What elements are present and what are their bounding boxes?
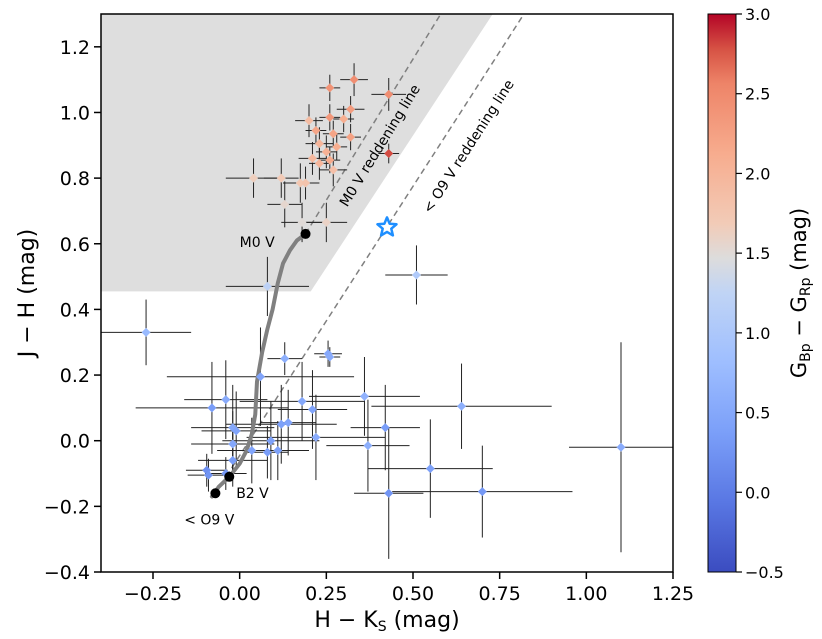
data-point [266,436,276,446]
data-point [221,395,231,405]
y-tick-label: 0.2 [60,365,90,387]
data-point [280,354,290,364]
data-point [411,270,421,280]
reference-point [224,471,235,482]
data-point [332,142,342,152]
data-point [328,165,338,175]
data-point [380,423,390,433]
data-point [346,132,356,142]
x-tick-label: 0.75 [479,583,521,605]
data-point [314,158,324,168]
data-point [247,446,257,456]
highlighted-source-star [376,216,398,237]
y-tick-label: 0.0 [60,431,90,453]
y-axis-label: J − H (mag) [15,229,40,360]
data-point [616,442,626,452]
data-point [283,418,293,428]
data-point [231,426,241,436]
excluded-region [101,14,493,292]
reddening-line-1 [214,14,525,494]
colorbar-tick-label: 0.0 [745,483,770,502]
data-point [363,441,373,451]
y-tick-label: 0.6 [60,234,90,256]
reddening-line-0 [304,14,442,235]
data-point [249,173,259,183]
y-tick-label: 0.8 [60,168,90,190]
data-point [255,372,265,382]
data-point [207,403,217,413]
data-point [325,112,335,122]
data-point [228,439,238,449]
main-sequence-track [209,231,308,499]
data-point [384,149,394,158]
y-tick-label: 1.2 [60,37,90,59]
o9v-point-label: < O9 V [184,512,235,528]
data-point [425,464,435,474]
data-point [311,432,321,442]
colorbar-tick-label: 2.5 [745,85,770,104]
x-tick-label: 1.25 [652,583,694,605]
y-tick-label: 0.4 [60,299,90,321]
colorbar-tick-label: 1.5 [745,244,770,263]
data-point [297,217,307,227]
data-point [280,199,290,209]
colorbar [707,13,737,573]
data-point [307,405,317,415]
data-point [262,447,272,457]
data-point [477,487,487,497]
data-point [359,391,369,401]
data-point [228,455,238,465]
data-point [457,401,467,411]
colorbar-tick-label: −0.5 [745,563,784,582]
data-point [141,327,151,337]
colorbar-tick-label: 1.0 [745,324,770,343]
data-point [314,139,324,149]
colorbar-tick-label: 2.0 [745,164,770,183]
data-point [301,178,311,188]
data-point [328,129,338,139]
y-tick-label: −0.4 [44,562,90,584]
data-point [321,217,331,227]
data-point [384,488,394,498]
data-point [311,126,321,136]
data-point [346,104,356,114]
data-point [339,114,349,124]
m0v-point-label: M0 V [240,235,275,251]
data-point [325,352,335,362]
data-point [349,75,359,85]
x-tick-label: 1.00 [565,583,607,605]
x-axis-label: H − KS (mag) [314,608,459,635]
data-point [295,178,305,188]
reference-point [210,488,221,499]
reference-point [300,228,311,239]
colorbar-tick-label: 3.0 [745,5,770,24]
data-point [304,116,314,126]
data-point [325,155,335,165]
data-point [297,396,307,406]
data-point [384,89,394,99]
plot-frame [100,13,674,573]
data-point [276,419,286,429]
data-point [203,470,213,480]
y-tick-label: 1.0 [60,102,90,124]
colorbar-label: GBp − GRp (mag) [787,208,814,378]
x-tick-label: −0.25 [124,583,182,605]
data-point [273,446,283,456]
data-point [321,147,331,157]
data-point [325,83,335,93]
x-tick-label: 0.25 [305,583,347,605]
b2v-point-label: B2 V [236,486,269,502]
y-tick-label: −0.2 [44,496,90,518]
data-point [307,153,317,163]
data-point [276,173,286,183]
colorbar-tick-label: 0.5 [745,404,770,423]
data-point [262,281,272,291]
x-tick-label: 0.50 [392,583,434,605]
x-tick-label: 0.00 [219,583,261,605]
